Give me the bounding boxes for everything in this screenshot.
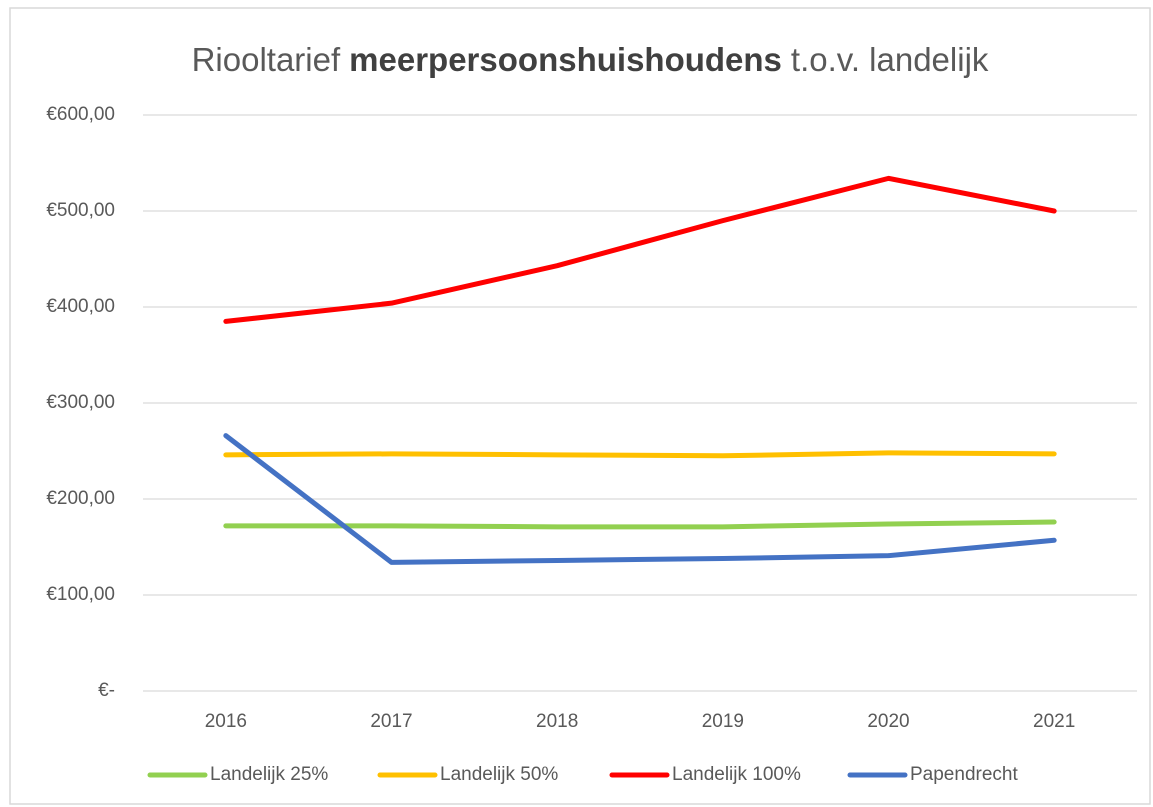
chart-frame xyxy=(9,7,1151,805)
y-tick-label: €300,00 xyxy=(46,392,115,413)
y-tick-label: €- xyxy=(98,680,115,701)
legend-label: Papendrecht xyxy=(910,764,1018,785)
y-tick-label: €200,00 xyxy=(46,488,115,509)
series-line xyxy=(223,519,1057,530)
series-line xyxy=(223,175,1057,324)
series-line xyxy=(223,450,1057,459)
x-tick-label: 2020 xyxy=(867,711,909,732)
x-tick-label: 2021 xyxy=(1033,711,1075,732)
legend-label: Landelijk 50% xyxy=(440,764,558,785)
y-tick-label: €400,00 xyxy=(46,296,115,317)
x-tick-label: 2016 xyxy=(205,711,247,732)
title-part: meerpersoonshuishoudens xyxy=(349,41,782,78)
y-tick-label: €100,00 xyxy=(46,584,115,605)
x-tick-label: 2019 xyxy=(702,711,744,732)
x-tick-label: 2017 xyxy=(370,711,412,732)
legend-label: Landelijk 25% xyxy=(210,764,328,785)
x-tick-label: 2018 xyxy=(536,711,578,732)
y-tick-label: €500,00 xyxy=(46,200,115,221)
title-part: Riooltarief xyxy=(192,41,341,78)
series-line xyxy=(223,433,1057,565)
chart-title: Riooltarief meerpersoonshuishoudens t.o.v.… xyxy=(192,41,989,78)
y-tick-label: €600,00 xyxy=(46,104,115,125)
legend-label: Landelijk 100% xyxy=(672,764,801,785)
title-part: t.o.v. landelijk xyxy=(791,41,989,78)
